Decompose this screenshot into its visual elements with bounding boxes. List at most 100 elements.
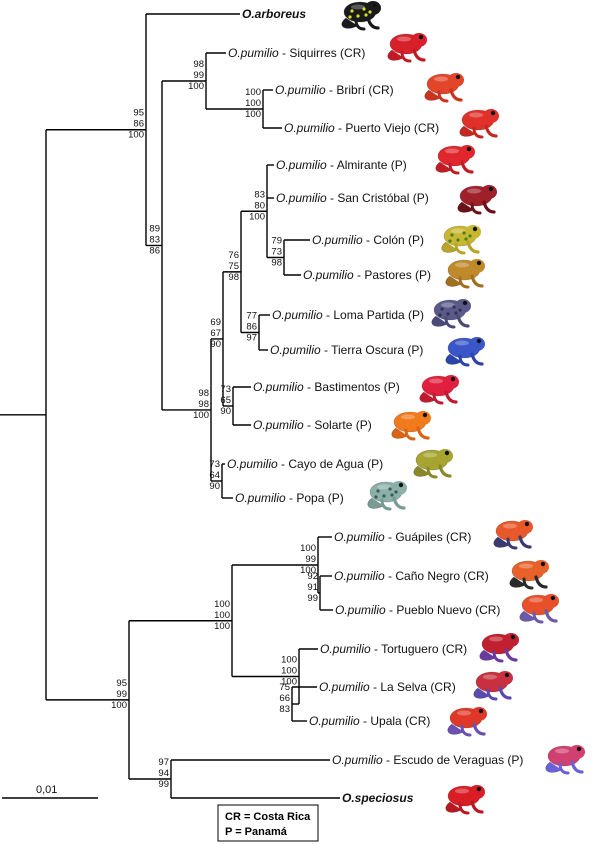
- frog-image-arboreus: [341, 1, 381, 31]
- support-value: 99: [305, 554, 316, 565]
- species-name: O.pumilio: [319, 680, 370, 694]
- scale-bar: 0,01: [2, 784, 98, 799]
- support-value: 65: [220, 395, 231, 406]
- support-value: 99: [193, 70, 204, 81]
- support-value: 100: [111, 700, 127, 711]
- frog-image-escudo: [545, 745, 585, 775]
- support-value: 90: [220, 406, 231, 417]
- frog-image-siquirres: [387, 33, 427, 63]
- locality-name: - Pueblo Nuevo (CR): [386, 603, 501, 617]
- frog-image-canonegro: [509, 560, 549, 590]
- support-value: 94: [158, 768, 169, 779]
- locality-name: - Escudo de Veraguas (P): [383, 753, 524, 767]
- support-value: 99: [307, 593, 318, 604]
- support-value: 95: [116, 678, 127, 689]
- support-value: 98: [198, 388, 209, 399]
- locality-name: - Popa (P): [286, 491, 344, 505]
- frog-image-laselva: [473, 671, 513, 701]
- support-value: 97: [246, 333, 257, 344]
- leaf-label-lomapartida: O.pumilio - Loma Partida (P): [272, 308, 424, 322]
- locality-name: - Colón (P): [363, 233, 424, 247]
- locality-name: - Cayo de Agua (P): [278, 457, 383, 471]
- frog-image-tierraoscura: [445, 337, 485, 367]
- locality-name: - San Cristóbal (P): [327, 191, 429, 205]
- support-value: 100: [193, 410, 209, 421]
- support-value: 100: [281, 655, 297, 666]
- frog-image-lomapartida: [431, 299, 471, 329]
- support-value: 100: [281, 666, 297, 677]
- support-value: 64: [209, 470, 220, 481]
- species-name: O.pumilio: [276, 191, 327, 205]
- leaf-label-tortuguero: O.pumilio - Tortuguero (CR): [320, 642, 467, 656]
- support-value: 100: [188, 81, 204, 92]
- frog-image-guapiles: [493, 520, 533, 550]
- species-name: O.pumilio: [334, 530, 385, 544]
- scale-bar-label: 0,01: [36, 784, 57, 796]
- support-value: 80: [254, 200, 265, 211]
- species-name: O.pumilio: [312, 233, 363, 247]
- locality-name: - Siquirres (CR): [279, 46, 366, 60]
- leaf-label-bribri: O.pumilio - Bribrí (CR): [275, 83, 394, 97]
- locality-name: - Caño Negro (CR): [385, 569, 489, 583]
- locality-name: - Pastores (P): [354, 268, 431, 282]
- support-value: 100: [281, 677, 297, 688]
- leaf-label-popa: O.pumilio - Popa (P): [235, 491, 344, 505]
- support-value: 100: [214, 599, 230, 610]
- tree-branches: [0, 13, 340, 799]
- support-value: 98: [193, 59, 204, 70]
- support-value: 83: [279, 704, 290, 715]
- locality-name: - Puerto Viejo (CR): [335, 121, 439, 135]
- support-value: 99: [158, 779, 169, 790]
- leaf-label-speciosus: O.speciosus: [342, 791, 414, 805]
- support-value: 98: [271, 258, 282, 269]
- leaf-label-pueblonuevo: O.pumilio - Pueblo Nuevo (CR): [335, 603, 500, 617]
- leaf-label-tierraoscura: O.pumilio - Tierra Oscura (P): [270, 343, 423, 357]
- locality-name: - Bribrí (CR): [326, 83, 394, 97]
- locality-name: - Solarte (P): [304, 418, 372, 432]
- leaf-label-escudo: O.pumilio - Escudo de Veraguas (P): [332, 753, 523, 767]
- support-value: 100: [300, 565, 316, 576]
- support-value: 73: [220, 384, 231, 395]
- species-name: O.pumilio: [275, 83, 326, 97]
- support-value: 76: [228, 250, 239, 261]
- support-value: 100: [300, 543, 316, 554]
- support-value: 92: [307, 571, 318, 582]
- support-value: 75: [228, 261, 239, 272]
- support-values: 1001001009899100797398838010077869776759…: [111, 59, 318, 790]
- support-value: 90: [210, 339, 221, 350]
- support-value: 100: [214, 610, 230, 621]
- leaf-label-bastimentos: O.pumilio - Bastimentos (P): [253, 380, 400, 394]
- frog-image-speciosus: [445, 785, 485, 815]
- support-value: 91: [307, 582, 318, 593]
- frog-image-popa: [367, 481, 407, 511]
- locality-name: - Loma Partida (P): [323, 308, 424, 322]
- species-name: O.pumilio: [276, 158, 327, 172]
- support-value: 89: [149, 223, 160, 234]
- legend-line-panama: P = Panamá: [225, 826, 288, 838]
- support-value: 98: [198, 399, 209, 410]
- leaf-label-canonegro: O.pumilio - Caño Negro (CR): [334, 569, 489, 583]
- legend-box: [217, 804, 319, 842]
- support-value: 100: [245, 109, 261, 120]
- species-name: O.arboreus: [242, 7, 306, 21]
- frog-images: [341, 1, 585, 815]
- species-name: O.pumilio: [235, 491, 286, 505]
- species-name: O.pumilio: [272, 308, 323, 322]
- leaf-label-upala: O.pumilio - Upala (CR): [309, 714, 430, 728]
- leaf-labels: O.arboreus O.pumilio - Siquirres (CR) O.pu…: [227, 7, 523, 805]
- leaf-label-guapiles: O.pumilio - Guápiles (CR): [334, 530, 471, 544]
- leaf-label-almirante: O.pumilio - Almirante (P): [276, 158, 407, 172]
- support-value: 69: [210, 317, 221, 328]
- support-value: 99: [116, 689, 127, 700]
- support-value: 97: [158, 757, 169, 768]
- support-value: 67: [210, 328, 221, 339]
- support-value: 77: [246, 311, 257, 322]
- support-value: 83: [149, 234, 160, 245]
- frog-image-solarte: [391, 411, 431, 441]
- support-value: 75: [279, 682, 290, 693]
- locality-name: - Upala (CR): [360, 714, 431, 728]
- locality-name: - Guápiles (CR): [385, 530, 472, 544]
- support-value: 100: [245, 98, 261, 109]
- species-name: O.pumilio: [309, 714, 360, 728]
